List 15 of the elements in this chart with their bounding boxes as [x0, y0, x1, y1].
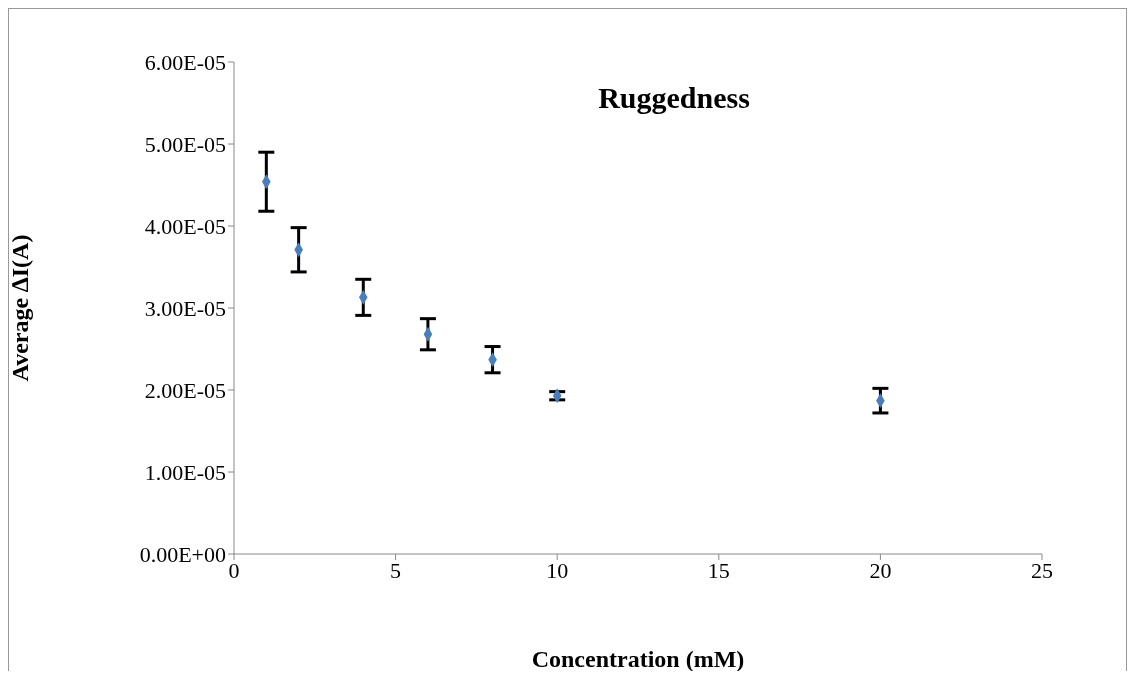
y-tick-label: 4.00E-05 — [144, 213, 226, 239]
x-tick-label: 20 — [869, 557, 892, 583]
y-tick-label: 3.00E-05 — [144, 295, 226, 321]
y-tick-label: 0.00E+00 — [139, 541, 226, 567]
x-tick-label: 0 — [228, 557, 240, 583]
x-tick-label: 5 — [390, 557, 402, 583]
y-tick-label: 2.00E-05 — [144, 377, 226, 403]
y-tick-label: 1.00E-05 — [144, 459, 226, 485]
y-tick-label: 6.00E-05 — [144, 49, 226, 75]
x-tick-label: 10 — [546, 557, 569, 583]
x-tick-label: 25 — [1031, 557, 1053, 583]
y-axis-title: Average ∆I(A) — [6, 234, 33, 382]
y-tick-label: 5.00E-05 — [144, 131, 226, 157]
text: Ruggedness — [597, 81, 751, 115]
x-tick-label: 15 — [707, 557, 730, 583]
